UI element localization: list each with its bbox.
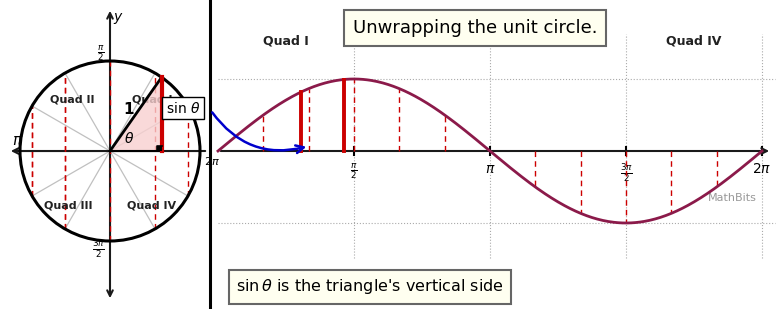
Text: Quad IV: Quad IV — [666, 35, 722, 48]
Text: $\frac{3\pi}{2}$: $\frac{3\pi}{2}$ — [619, 162, 633, 184]
Text: Quad III: Quad III — [44, 201, 92, 211]
Text: $2\pi$: $2\pi$ — [204, 155, 220, 167]
Text: Quad I: Quad I — [132, 94, 172, 104]
Text: $\frac{\pi}{2}$: $\frac{\pi}{2}$ — [98, 43, 105, 63]
Text: $\frac{\pi}{2}$: $\frac{\pi}{2}$ — [350, 162, 358, 181]
Text: $2\pi$: $2\pi$ — [753, 162, 771, 176]
Text: MathBits: MathBits — [708, 193, 757, 203]
Text: Quad III: Quad III — [530, 35, 585, 48]
Text: 1: 1 — [123, 102, 134, 116]
Polygon shape — [157, 146, 161, 151]
Polygon shape — [110, 77, 161, 151]
Text: $\pi$: $\pi$ — [12, 133, 23, 148]
Text: Quad II: Quad II — [397, 35, 447, 48]
FancyArrowPatch shape — [212, 112, 303, 153]
Text: Quad I: Quad I — [263, 35, 309, 48]
Text: $\pi$: $\pi$ — [484, 162, 495, 176]
Text: Quad II: Quad II — [50, 94, 94, 104]
Text: $\sin\theta$ is the triangle's vertical side: $\sin\theta$ is the triangle's vertical … — [236, 277, 504, 297]
Text: $\sin\,\theta$: $\sin\,\theta$ — [165, 101, 200, 116]
Text: Quad IV: Quad IV — [127, 201, 176, 211]
Text: y: y — [113, 10, 121, 24]
Text: $\theta$: $\theta$ — [124, 131, 134, 146]
Text: Unwrapping the unit circle.: Unwrapping the unit circle. — [353, 19, 597, 37]
Text: $\frac{3\pi}{2}$: $\frac{3\pi}{2}$ — [92, 238, 105, 260]
